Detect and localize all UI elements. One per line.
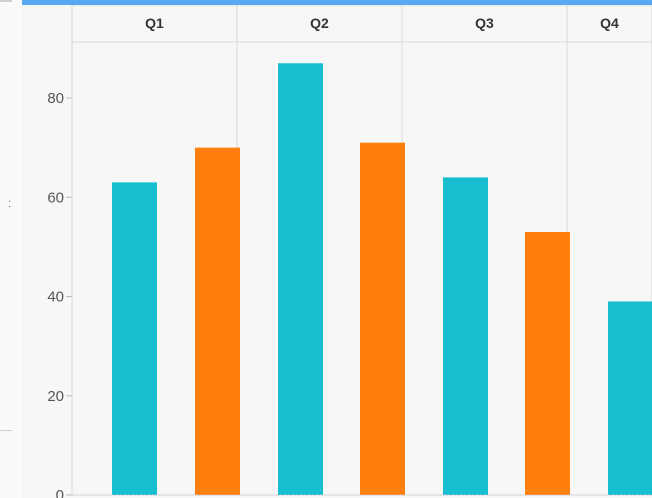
faceted-bar-chart: Q1 Q2 Q3 Q4 0 20 40 60 80 [47, 5, 652, 498]
left-side-panel: : [0, 0, 22, 498]
bar-q2-series-2 [360, 142, 405, 495]
y-tick-label-1: 20 [47, 388, 64, 405]
facet-header-3 [401, 5, 568, 43]
top-accent-bar [22, 0, 652, 5]
facet-label-3: Q3 [475, 15, 494, 31]
facet-header-4 [566, 5, 652, 43]
facet-label-1: Q1 [145, 15, 164, 31]
left-panel-tick: : [8, 196, 12, 210]
bar-q3-series-1 [443, 177, 488, 495]
facet-header-1 [71, 5, 238, 43]
bar-q1-series-2 [195, 147, 240, 495]
facet-header-2 [236, 5, 403, 43]
chart-area: Q1 Q2 Q3 Q4 0 20 40 60 80 [22, 5, 652, 498]
left-panel-border [0, 0, 12, 2]
y-tick-label-4: 80 [47, 90, 64, 107]
y-tick-label-2: 40 [47, 289, 64, 306]
facet-label-2: Q2 [310, 15, 329, 31]
bar-q4-series-1 [608, 301, 652, 495]
y-tick-label-0: 0 [56, 487, 64, 498]
bar-q3-series-2 [525, 231, 570, 496]
y-tick-label-3: 60 [47, 189, 64, 206]
bar-q1-series-1 [112, 182, 157, 496]
bar-q2-series-1 [278, 63, 323, 495]
left-panel-divider [0, 430, 12, 431]
facet-label-4: Q4 [600, 15, 619, 31]
